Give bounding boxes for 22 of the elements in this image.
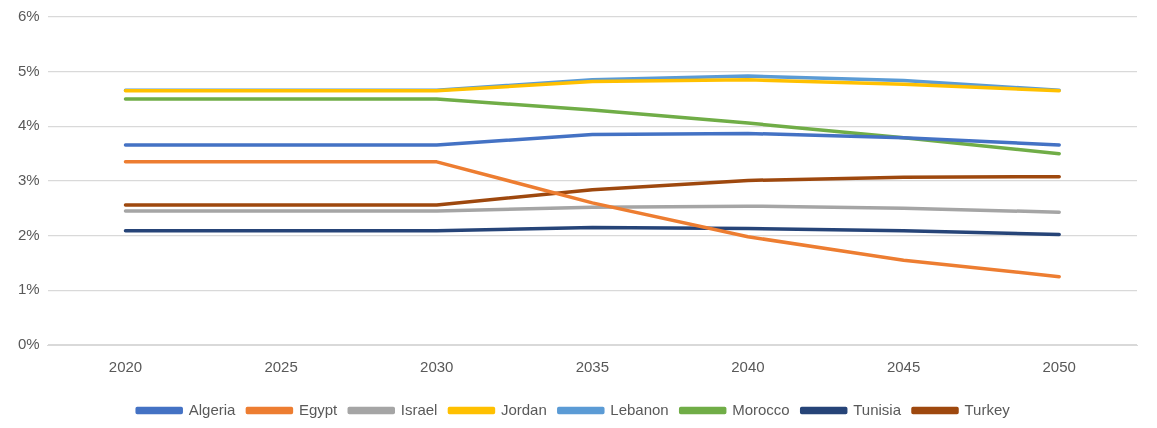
legend-label: Lebanon (610, 400, 669, 418)
legend-label: Algeria (188, 400, 237, 418)
y-tick-label: 3% (17, 171, 40, 189)
y-tick-label: 6% (17, 7, 40, 25)
x-tick-label: 2020 (108, 358, 143, 376)
legend-label: Israel (400, 400, 438, 418)
legend-label: Tunisia (853, 400, 902, 418)
x-tick-label: 2025 (264, 358, 298, 376)
legend-label: Morocco (732, 400, 790, 418)
legend-label: Egypt (298, 400, 339, 418)
legend-label: Jordan (500, 400, 547, 418)
y-tick-label: 4% (17, 116, 40, 134)
x-tick-label: 2050 (1042, 358, 1076, 376)
y-tick-label: 2% (17, 225, 40, 243)
legend-label: Turkey (964, 400, 1011, 418)
x-tick-label: 2045 (886, 358, 921, 376)
x-tick-label: 2040 (731, 358, 765, 376)
x-tick-label: 2030 (420, 358, 454, 376)
y-tick-label: 1% (17, 280, 40, 298)
x-tick-label: 2035 (575, 358, 610, 376)
y-tick-label: 5% (17, 61, 40, 79)
y-tick-label: 0% (17, 335, 40, 353)
